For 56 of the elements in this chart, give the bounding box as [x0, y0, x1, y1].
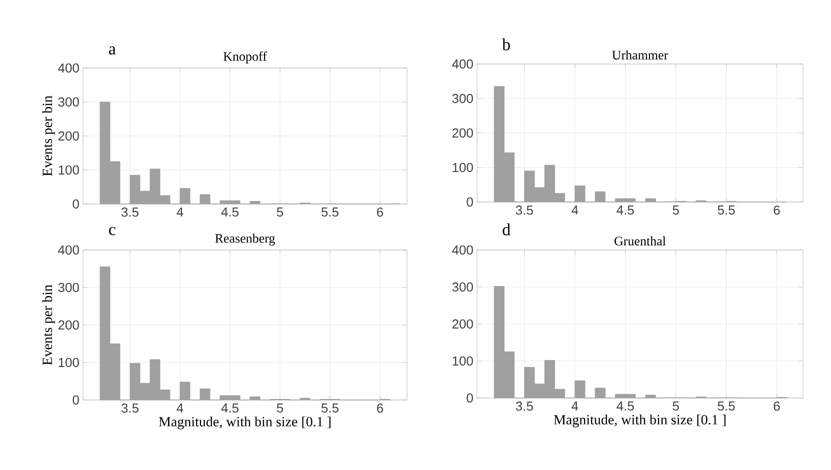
y-tick-label: 400	[58, 63, 79, 73]
y-tick-label: 0	[72, 199, 79, 209]
y-tick-label: 200	[452, 128, 473, 138]
chart-title: Gruenthal	[614, 236, 666, 246]
text: b	[502, 38, 510, 50]
y-axis-title: Events per bin	[42, 284, 55, 366]
x-axis-title: Magnitude, with bin size [0.1 ]	[554, 414, 726, 428]
x-tick-label: 3.5	[516, 402, 533, 411]
y-tick-label: 300	[452, 282, 473, 292]
x-tick-label: 3.5	[121, 404, 138, 413]
x-tick-label: 5	[276, 208, 284, 217]
x-tick-label: 6	[377, 208, 384, 217]
x-tick-label: 4	[176, 208, 184, 216]
x-tick-label: 4	[572, 402, 578, 410]
y-tick-label: 200	[452, 319, 473, 329]
x-tick-label: 5	[672, 206, 679, 215]
x-tick-label: 4	[572, 206, 578, 214]
x-tick-label: 5.5	[321, 208, 338, 217]
chart-title: Knopoff	[223, 52, 267, 64]
chart-title: Urhammer	[612, 50, 668, 60]
x-tick-label: 6	[774, 206, 780, 215]
y-tick-label: 300	[452, 94, 473, 104]
y-tick-label: 300	[58, 282, 79, 292]
x-tick-label: 5.5	[718, 402, 735, 411]
y-tick-label: 400	[452, 59, 473, 69]
text: d	[502, 223, 510, 236]
x-tick-label: 4.5	[616, 206, 634, 215]
x-tick-label: 5.5	[321, 404, 338, 413]
y-tick-label: 100	[58, 358, 79, 368]
x-axis-title: Magnitude, with bin size [0.1 ]	[158, 416, 330, 430]
text: a	[108, 46, 116, 55]
y-axis-title: Events per bin	[42, 96, 55, 176]
x-tick-label: 6	[377, 404, 384, 413]
y-tick-label: 300	[58, 97, 79, 107]
chart-title: Reasenberg	[215, 234, 275, 246]
y-tick-label: 200	[58, 320, 79, 330]
y-tick-label: 0	[466, 197, 473, 207]
y-tick-label: 400	[452, 245, 473, 255]
y-tick-label: 0	[72, 395, 79, 405]
text: c	[109, 226, 116, 236]
x-tick-label: 4.5	[221, 208, 238, 217]
x-tick-label: 5	[276, 404, 284, 413]
x-tick-label: 5.5	[718, 206, 735, 215]
x-tick-label: 4.5	[221, 404, 238, 413]
y-tick-label: 400	[58, 245, 79, 255]
y-tick-label: 100	[58, 165, 79, 175]
x-tick-label: 4	[176, 404, 184, 412]
y-tick-label: 100	[452, 356, 473, 366]
y-tick-label: 100	[452, 162, 473, 172]
y-tick-label: 0	[466, 393, 473, 403]
x-tick-label: 3.5	[516, 206, 533, 215]
x-tick-label: 3.5	[121, 208, 138, 217]
x-tick-label: 5	[672, 402, 679, 411]
y-tick-label: 200	[58, 131, 79, 141]
x-tick-label: 6	[774, 402, 780, 411]
x-tick-label: 4.5	[616, 402, 634, 411]
